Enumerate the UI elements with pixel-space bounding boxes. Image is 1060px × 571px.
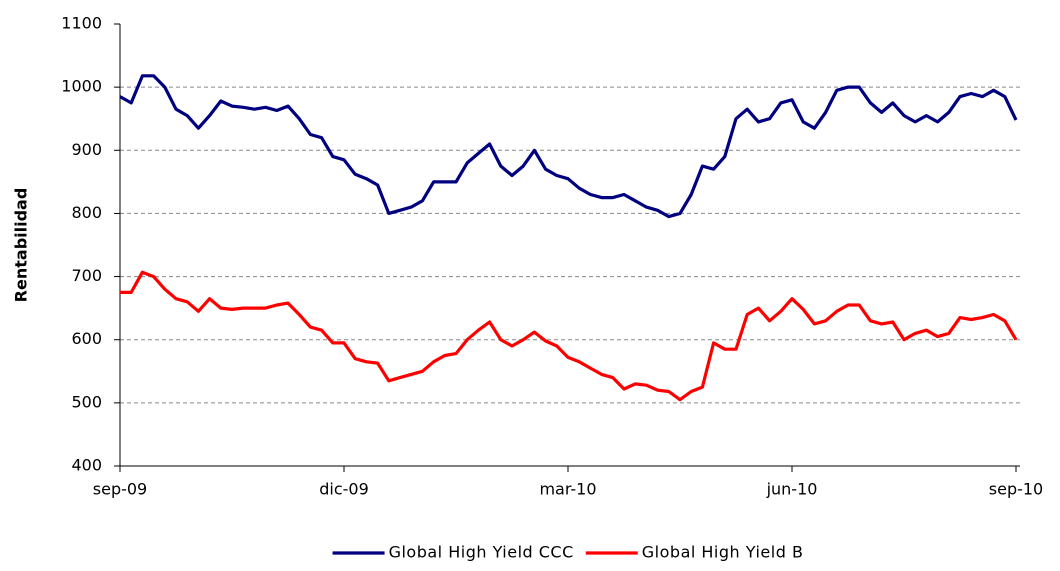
x-tick-label: jun-10 xyxy=(766,480,818,499)
y-tick-label: 900 xyxy=(71,140,102,159)
y-axis-title: Rentabilidad xyxy=(12,188,31,303)
legend-label: Global High Yield B xyxy=(642,543,804,562)
y-tick-label: 500 xyxy=(71,392,102,411)
legend: Global High Yield CCC Global High Yield B xyxy=(332,543,804,562)
x-tick-label: sep-10 xyxy=(989,480,1043,499)
x-tick-label: mar-10 xyxy=(539,480,596,499)
x-tick-label: sep-09 xyxy=(93,480,147,499)
y-tick-label: 700 xyxy=(71,266,102,285)
x-tick-label: dic-09 xyxy=(319,480,369,499)
y-tick-label: 1000 xyxy=(61,77,102,96)
y-tick-label: 800 xyxy=(71,203,102,222)
legend-label: Global High Yield CCC xyxy=(389,543,574,562)
series-line xyxy=(120,270,1018,402)
series-line xyxy=(119,74,1018,219)
y-tick-label: 400 xyxy=(71,456,102,475)
y-tick-label: 600 xyxy=(71,329,102,348)
y-tick-label: 1100 xyxy=(61,14,102,33)
